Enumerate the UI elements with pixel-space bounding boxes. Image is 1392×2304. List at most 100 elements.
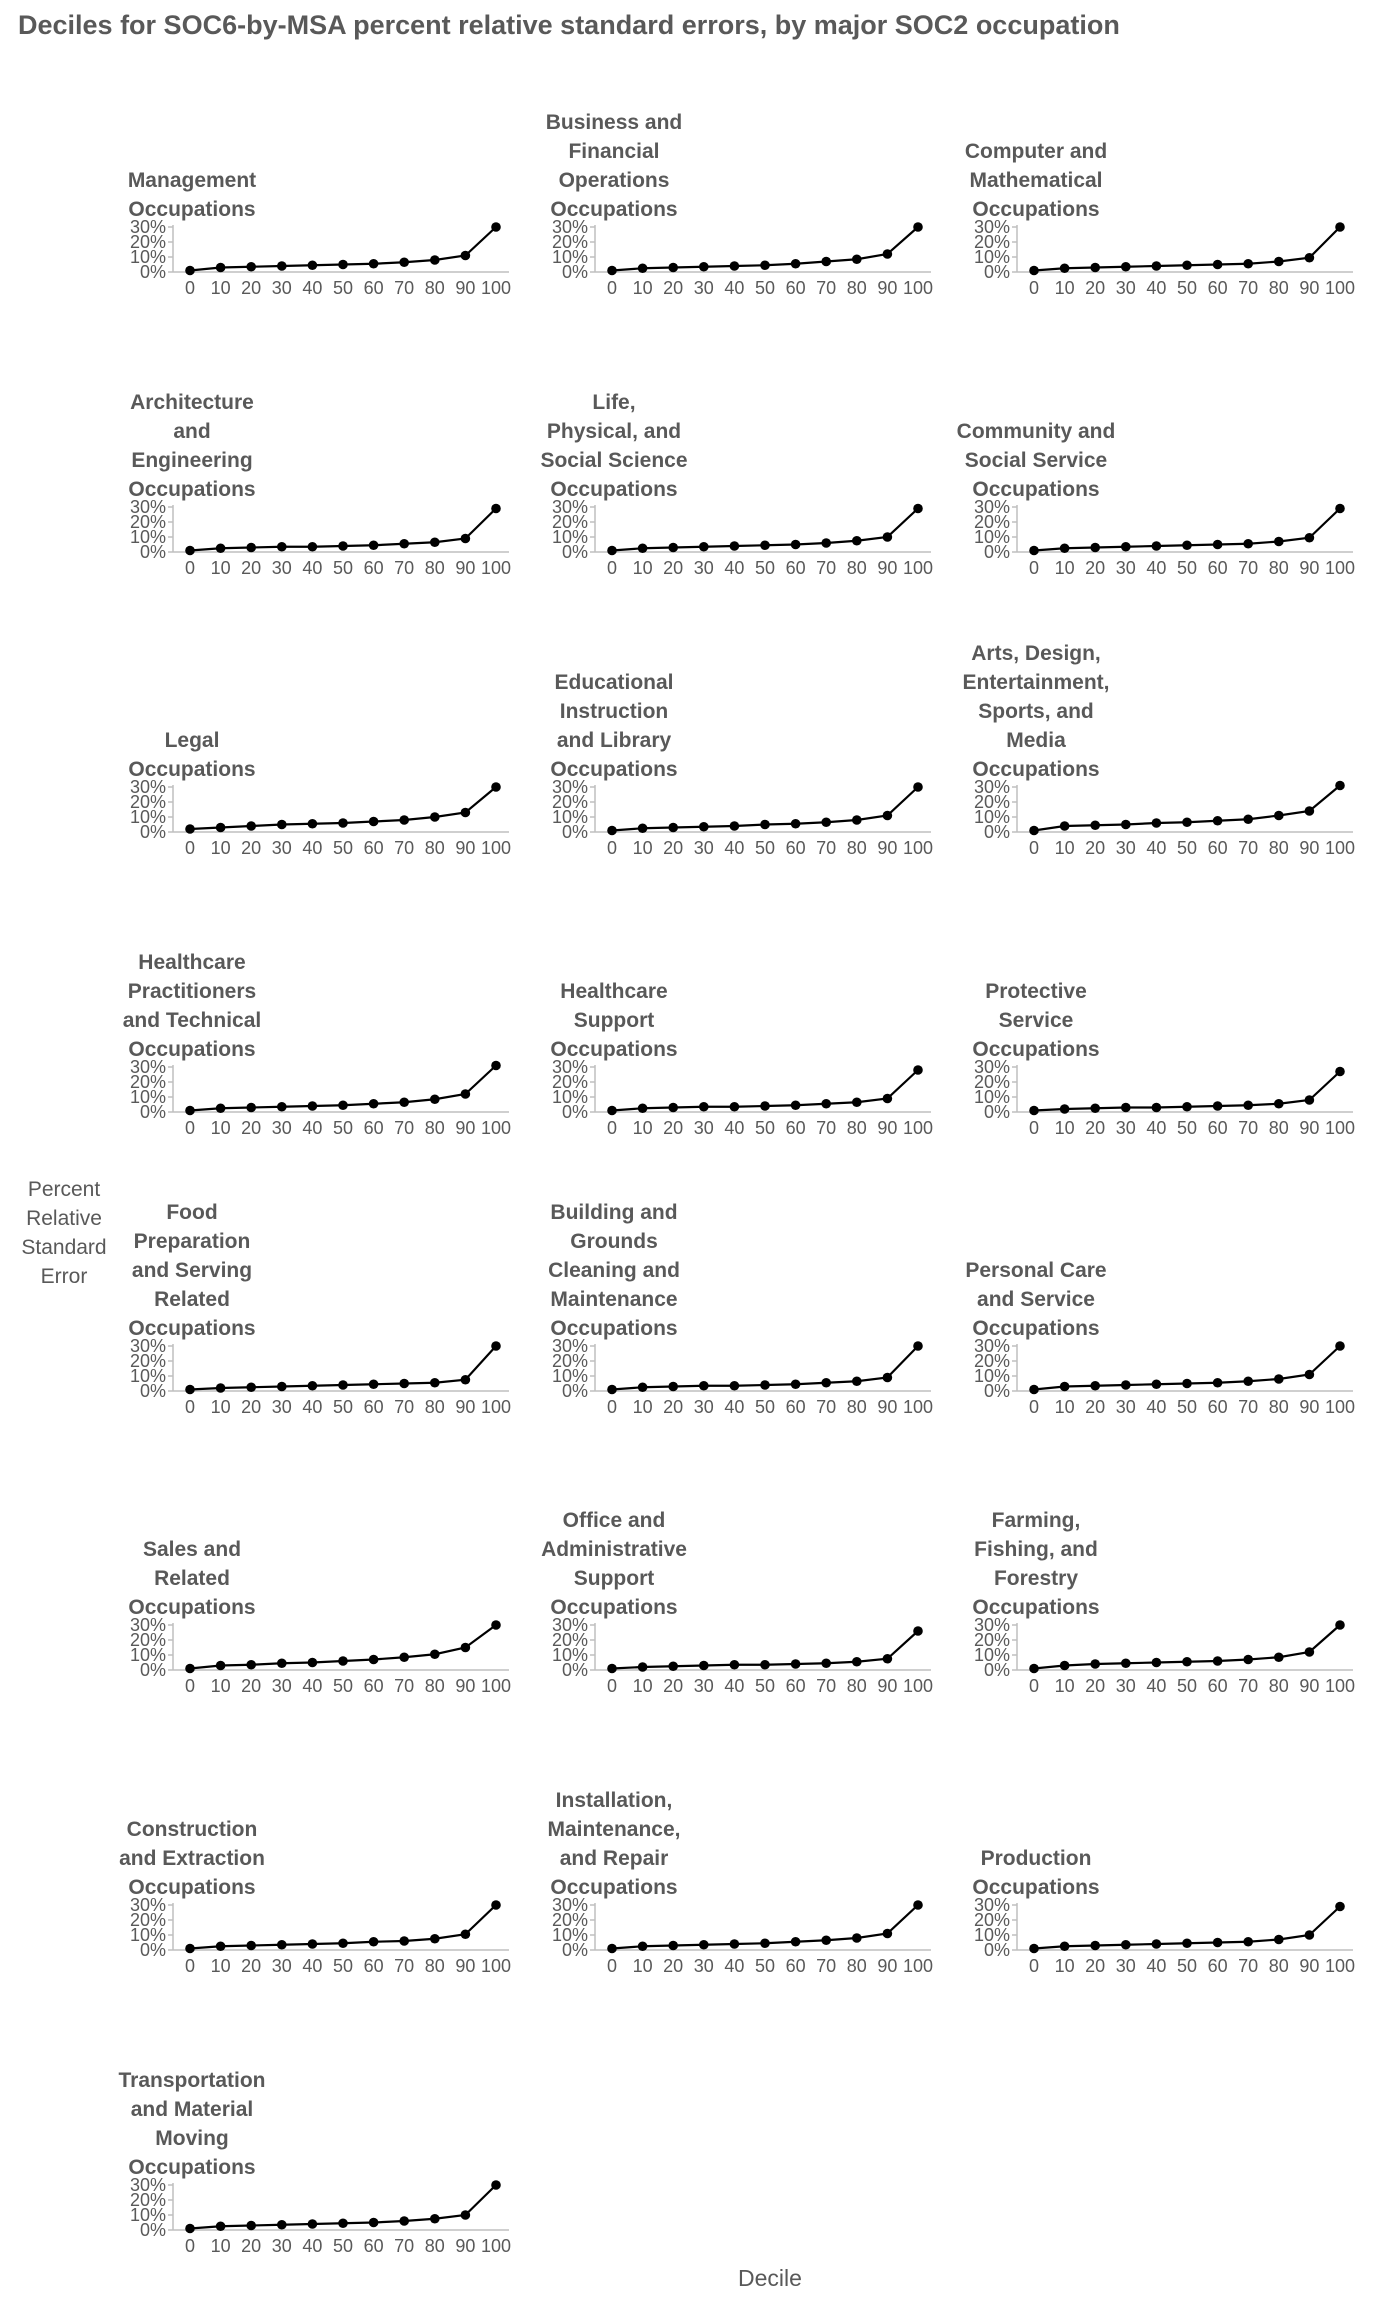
y-tick-label: 30% — [552, 777, 588, 797]
x-tick-label: 60 — [364, 1397, 384, 1417]
x-tick-label: 100 — [903, 1118, 933, 1138]
data-point — [430, 812, 440, 822]
data-point — [215, 262, 226, 273]
panel-title-line: and Repair — [559, 1847, 669, 1870]
y-tick-label: 20% — [552, 792, 588, 812]
y-tick-label: 0% — [984, 262, 1010, 282]
x-tick-label: 30 — [272, 558, 292, 578]
x-tick-label: 90 — [1299, 558, 1319, 578]
data-point — [277, 1939, 287, 1950]
data-point — [215, 1383, 226, 1393]
x-tick-label: 50 — [333, 1676, 353, 1696]
x-tick-label: 60 — [364, 2236, 384, 2256]
y-tick-label: 30% — [974, 1895, 1010, 1915]
data-point — [1212, 1656, 1223, 1666]
panel-title-line: Mathematical — [969, 169, 1103, 192]
panel-title-line: Social Service — [964, 449, 1108, 472]
x-tick-label: 40 — [1146, 1118, 1166, 1138]
x-tick-label: 20 — [663, 1397, 683, 1417]
panel-title-line: Cleaning and — [548, 1259, 680, 1282]
data-point — [1212, 539, 1223, 550]
y-tick-label: 10% — [130, 1366, 166, 1386]
data-point — [1304, 806, 1315, 816]
x-tick-label: 0 — [185, 558, 195, 578]
x-tick-label: 60 — [786, 558, 806, 578]
panel-title-line: Computer and — [964, 140, 1108, 163]
x-tick-label: 90 — [455, 2236, 475, 2256]
y-tick-label: 0% — [984, 542, 1010, 562]
data-point — [882, 1653, 893, 1664]
y-tick-label: 30% — [552, 1336, 588, 1356]
y-tick-label: 20% — [130, 232, 166, 252]
x-tick-label: 80 — [425, 1118, 445, 1138]
data-point — [699, 1660, 709, 1671]
x-tick-label: 40 — [302, 278, 322, 298]
data-point — [246, 261, 256, 272]
x-tick-label: 60 — [364, 558, 384, 578]
panel-title: Farming, Fishing, and Forestry Occupations — [886, 1506, 1186, 1622]
data-point — [699, 1380, 709, 1391]
panel-title-line: Life, — [592, 391, 636, 414]
panel-title: Sales and Related Occupations — [42, 1535, 342, 1622]
y-tick-label: 30% — [552, 497, 588, 517]
panel-title-line: Administrative — [541, 1538, 687, 1561]
y-tick-label: 20% — [552, 1630, 588, 1650]
x-tick-label: 100 — [481, 1676, 511, 1696]
data-point — [1212, 1101, 1223, 1111]
data-point — [246, 1659, 256, 1670]
data-point — [913, 1065, 923, 1075]
y-tick-label: 10% — [974, 527, 1010, 547]
x-tick-label: 100 — [903, 1956, 933, 1976]
x-tick-label: 10 — [211, 278, 231, 298]
data-point — [399, 1097, 410, 1108]
x-tick-label: 0 — [185, 1956, 195, 1976]
data-point — [307, 1380, 318, 1391]
data-point — [637, 1662, 648, 1672]
data-point — [430, 537, 440, 548]
data-point — [338, 1656, 348, 1666]
x-tick-label: 90 — [455, 1118, 475, 1138]
data-point — [1029, 265, 1039, 276]
y-tick-label: 20% — [974, 1351, 1010, 1371]
panel-title: Community and Social Service Occupations — [886, 417, 1186, 504]
data-point — [1243, 1100, 1253, 1111]
data-point — [368, 540, 379, 551]
x-tick-label: 70 — [1238, 1676, 1258, 1696]
x-tick-label: 20 — [241, 2236, 261, 2256]
panel-title: Healthcare Practitioners and Technical Occu… — [42, 948, 342, 1064]
y-tick-label: 10% — [552, 1925, 588, 1945]
panel-title-line: Service — [998, 1009, 1074, 1032]
panel-title: Office and Administrative Support Occupatio… — [464, 1506, 764, 1622]
panel-plot: 0%10%20%30% 0 10 20 30 40 50 60 70 80 90 100 — [552, 777, 933, 858]
panel-title-line: Forestry — [993, 1567, 1079, 1590]
data-point — [1274, 810, 1284, 821]
x-tick-label: 50 — [333, 1956, 353, 1976]
panel-title: Life, Physical, and Social Science Occupati… — [464, 388, 764, 504]
panel: Healthcare Support Occupations 0% 10% 20% 30% 0… — [422, 840, 933, 1138]
x-tick-label: 30 — [272, 1397, 292, 1417]
data-point — [760, 260, 770, 271]
data-point — [430, 1649, 440, 1660]
y-tick-label: 30% — [974, 1057, 1010, 1077]
data-point — [277, 541, 287, 552]
x-tick-label: 70 — [394, 838, 414, 858]
data-point — [607, 1384, 617, 1395]
data-point — [790, 258, 801, 269]
panel-title: Computer and Mathematical Occupations — [886, 137, 1186, 224]
y-tick-label: 10% — [552, 1087, 588, 1107]
x-tick-label: 0 — [607, 1118, 617, 1138]
data-point — [1304, 1095, 1315, 1105]
data-point — [1029, 545, 1039, 556]
panel-title-line: Protective — [985, 980, 1087, 1003]
data-point — [821, 1377, 831, 1388]
panel-title-line: Sports, and — [978, 700, 1094, 723]
x-tick-label: 60 — [786, 1676, 806, 1696]
x-tick-label: 60 — [1208, 558, 1228, 578]
y-tick-label: 30% — [974, 217, 1010, 237]
data-point — [460, 533, 471, 544]
data-point — [307, 1657, 318, 1668]
panel-title-line: Moving — [155, 2127, 229, 2150]
x-tick-label: 20 — [1085, 1676, 1105, 1696]
panel-plot: 0%10%20%30% 0 10 20 30 40 50 60 70 80 90 100 — [552, 1895, 933, 1976]
